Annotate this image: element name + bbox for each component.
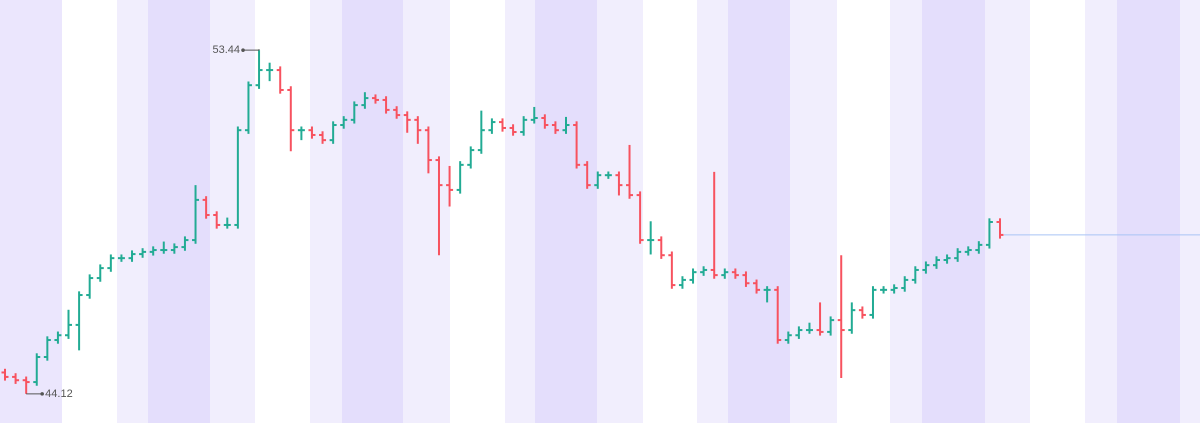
max-connector (243, 49, 260, 51)
max-dot (241, 48, 245, 52)
max-label: 53.44 (213, 44, 241, 56)
min-label: 44.12 (45, 388, 73, 400)
min-dot (40, 392, 44, 396)
